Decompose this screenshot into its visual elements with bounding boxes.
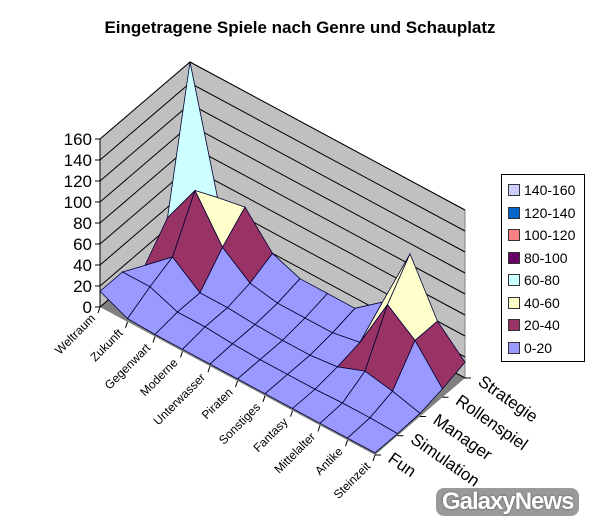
surface-cell xyxy=(346,417,399,454)
x-tick-label: Fantasy xyxy=(251,415,291,455)
legend-label: 80-100 xyxy=(524,249,568,266)
z-tick-label: 100 xyxy=(64,193,92,212)
x-tick xyxy=(317,425,321,432)
x-tick xyxy=(290,410,293,417)
legend-item: 80-100 xyxy=(508,247,578,270)
x-tick xyxy=(125,321,128,328)
legend-swatch xyxy=(508,206,520,219)
watermark-logo: GalaxyNews xyxy=(436,488,580,516)
legend-swatch xyxy=(508,296,520,309)
x-tick xyxy=(262,395,266,402)
legend-label: 140-160 xyxy=(524,182,576,199)
x-tick xyxy=(235,380,238,388)
x-tick xyxy=(97,306,101,314)
legend-item: 100-120 xyxy=(508,224,578,247)
x-tick-label: Zukunft xyxy=(87,326,126,365)
x-tick xyxy=(207,366,211,373)
legend-item: 120-140 xyxy=(508,202,578,225)
legend-swatch xyxy=(508,341,520,354)
legend-swatch xyxy=(508,274,520,287)
legend-label: 40-60 xyxy=(524,294,560,311)
chart-title: Eingetragene Spiele nach Genre und Schau… xyxy=(104,18,496,37)
x-tick-label: Piraten xyxy=(199,385,236,422)
z-tick-label: 120 xyxy=(64,172,92,191)
legend-label: 120-140 xyxy=(524,204,576,221)
legend-item: 0-20 xyxy=(508,337,578,360)
x-tick-label: Moderne xyxy=(137,355,181,399)
x-tick-label: Antike xyxy=(312,444,346,478)
legend-swatch xyxy=(508,184,520,197)
z-tick-label: 40 xyxy=(73,256,92,275)
legend-item: 40-60 xyxy=(508,292,578,315)
legend-item: 140-160 xyxy=(508,179,578,202)
legend-label: 0-20 xyxy=(524,339,553,356)
legend-item: 60-80 xyxy=(508,269,578,292)
x-tick xyxy=(152,336,156,343)
legend-swatch xyxy=(508,229,520,242)
legend-item: 20-40 xyxy=(508,314,578,337)
legend-label: 60-80 xyxy=(524,272,560,289)
x-tick xyxy=(372,454,376,462)
x-tick xyxy=(345,440,348,447)
z-tick-label: 140 xyxy=(64,151,92,170)
legend: 140-160 120-140 100-120 80-100 60-80 40-60 20-… xyxy=(501,174,585,362)
z-tick-label: 20 xyxy=(73,277,92,296)
legend-swatch xyxy=(508,251,520,264)
legend-label: 20-40 xyxy=(524,317,560,334)
z-tick-label: 0 xyxy=(83,298,92,317)
x-tick xyxy=(180,351,183,358)
x-tick-label: Steinzeit xyxy=(331,459,374,502)
z-tick-label: 60 xyxy=(73,235,92,254)
legend-swatch xyxy=(508,319,520,332)
series-label: Fun xyxy=(385,449,420,481)
z-tick-label: 80 xyxy=(73,214,92,233)
z-tick-label: 160 xyxy=(64,130,92,149)
legend-label: 100-120 xyxy=(524,227,576,244)
